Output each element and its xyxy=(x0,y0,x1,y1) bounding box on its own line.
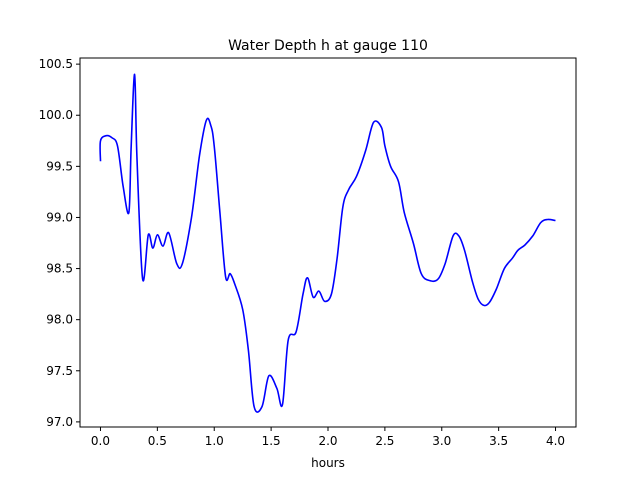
x-tick-label: 2.5 xyxy=(375,434,394,448)
x-tick-label: 1.5 xyxy=(262,434,281,448)
x-axis-label: hours xyxy=(311,456,345,470)
x-tick-label: 2.0 xyxy=(318,434,337,448)
y-tick-label: 99.5 xyxy=(46,159,73,173)
x-tick-label: 0.5 xyxy=(148,434,167,448)
y-tick-label: 100.5 xyxy=(39,57,73,71)
x-tick-label: 3.5 xyxy=(489,434,508,448)
chart-title: Water Depth h at gauge 110 xyxy=(228,38,428,54)
series-line-0 xyxy=(99,73,556,413)
x-tick-label: 4.0 xyxy=(546,434,565,448)
x-tick-label: 1.0 xyxy=(205,434,224,448)
y-tick-label: 97.0 xyxy=(46,415,73,429)
y-tick-label: 98.5 xyxy=(46,262,73,276)
y-tick-label: 98.0 xyxy=(46,313,73,327)
y-tick-label: 100.0 xyxy=(39,108,73,122)
y-tick-label: 97.5 xyxy=(46,364,73,378)
x-tick-label: 0.0 xyxy=(91,434,110,448)
x-tick-label: 3.0 xyxy=(432,434,451,448)
y-tick-label: 99.0 xyxy=(46,210,73,224)
